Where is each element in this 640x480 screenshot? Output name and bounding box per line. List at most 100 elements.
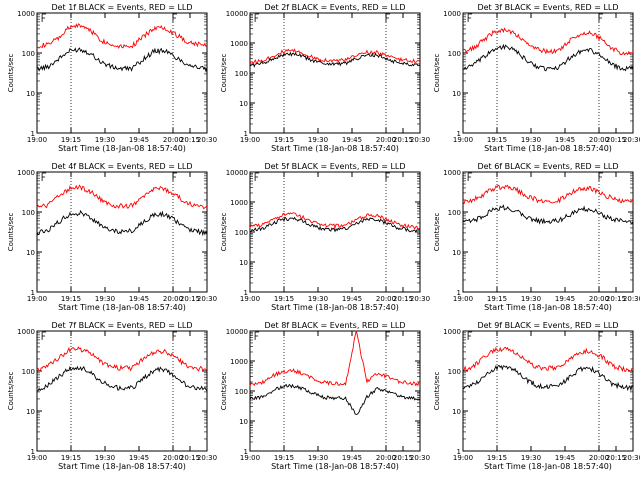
y-axis-label: Counts/sec bbox=[220, 372, 228, 411]
series-line-events bbox=[249, 383, 421, 415]
x-tick-label: 19:00 bbox=[240, 454, 260, 462]
y-tick-label: 1000 bbox=[443, 169, 461, 177]
marker-glyph bbox=[385, 331, 390, 340]
y-axis-label: Counts/sec bbox=[433, 372, 441, 411]
series-line-lld bbox=[249, 212, 421, 230]
y-tick-label: 1 bbox=[31, 448, 35, 456]
y-tick-label: 1000 bbox=[230, 358, 248, 366]
chart-panel: Det 3f BLACK = Events, RED = LLD 1 10 100 10… bbox=[433, 3, 640, 153]
y-axis-label: Counts/sec bbox=[433, 213, 441, 252]
chart-title: Det 7f BLACK = Events, RED = LLD bbox=[51, 321, 192, 330]
x-tick-label: 20:00 bbox=[376, 136, 396, 144]
y-tick-label: 10 bbox=[452, 408, 461, 416]
chart-title: Det 3f BLACK = Events, RED = LLD bbox=[477, 3, 618, 12]
series-line-lld bbox=[462, 184, 634, 205]
x-tick-label: 19:30 bbox=[308, 454, 328, 462]
x-tick-label: 20:30 bbox=[410, 136, 430, 144]
x-tick-label: 19:15 bbox=[487, 136, 507, 144]
x-tick-label: 20:15 bbox=[180, 136, 200, 144]
y-axis-label: Counts/sec bbox=[220, 213, 228, 252]
y-tick-label: 1 bbox=[244, 130, 248, 138]
marker-glyph bbox=[467, 172, 473, 181]
y-tick-label: 1 bbox=[31, 289, 35, 297]
x-tick-label: 19:30 bbox=[95, 295, 115, 303]
x-tick-label: 20:00 bbox=[376, 454, 396, 462]
x-tick-label: 19:30 bbox=[95, 136, 115, 144]
marker-glyph bbox=[598, 13, 603, 22]
x-tick-label: 19:45 bbox=[555, 136, 575, 144]
marker-glyph bbox=[41, 172, 47, 181]
x-tick-label: 19:45 bbox=[342, 136, 362, 144]
series-line-lld bbox=[462, 27, 634, 56]
y-tick-label: 10 bbox=[452, 249, 461, 257]
chart-panel: Det 2f BLACK = Events, RED = LLD 1 10 100 10… bbox=[220, 3, 430, 153]
x-tick-label: 19:45 bbox=[129, 295, 149, 303]
marker-glyph bbox=[254, 172, 260, 181]
x-tick-label: 20:15 bbox=[393, 454, 413, 462]
series-line-events bbox=[36, 209, 208, 237]
x-tick-label: 20:15 bbox=[393, 136, 413, 144]
chart-panel: Det 8f BLACK = Events, RED = LLD 1 10 100 10… bbox=[220, 321, 430, 471]
x-tick-label: 19:45 bbox=[129, 454, 149, 462]
y-tick-label: 10 bbox=[26, 249, 35, 257]
x-tick-label: 20:15 bbox=[606, 136, 626, 144]
x-tick-label: 20:00 bbox=[589, 295, 609, 303]
plot-frame bbox=[36, 171, 208, 293]
y-tick-label: 10000 bbox=[226, 169, 248, 177]
x-tick-label: 19:45 bbox=[129, 136, 149, 144]
x-tick-label: 20:15 bbox=[180, 295, 200, 303]
series-line-lld bbox=[462, 346, 634, 373]
x-tick-label: 20:30 bbox=[410, 295, 430, 303]
y-tick-label: 1 bbox=[244, 448, 248, 456]
chart-title: Det 5f BLACK = Events, RED = LLD bbox=[264, 162, 405, 171]
chart-panel: Det 4f BLACK = Events, RED = LLD 1 10 100 10… bbox=[7, 162, 217, 312]
chart-title: Det 8f BLACK = Events, RED = LLD bbox=[264, 321, 405, 330]
y-tick-label: 10 bbox=[239, 259, 248, 267]
y-tick-label: 10 bbox=[239, 100, 248, 108]
y-axis-label: Counts/sec bbox=[220, 54, 228, 93]
series-line-events bbox=[249, 216, 421, 233]
x-tick-label: 19:45 bbox=[342, 454, 362, 462]
x-tick-label: 20:00 bbox=[163, 295, 183, 303]
x-tick-label: 19:15 bbox=[274, 295, 294, 303]
x-axis-label: Start Time (18-Jan-08 18:57:40) bbox=[271, 303, 399, 312]
x-tick-label: 19:45 bbox=[555, 454, 575, 462]
y-tick-label: 1000 bbox=[230, 199, 248, 207]
marker-glyph bbox=[385, 13, 390, 22]
marker-glyph bbox=[598, 331, 603, 340]
x-tick-label: 20:30 bbox=[623, 454, 640, 462]
chart-title: Det 2f BLACK = Events, RED = LLD bbox=[264, 3, 405, 12]
x-tick-label: 19:15 bbox=[274, 136, 294, 144]
y-tick-label: 10000 bbox=[226, 10, 248, 18]
y-tick-label: 1 bbox=[244, 289, 248, 297]
x-tick-label: 19:00 bbox=[27, 136, 47, 144]
x-tick-label: 19:30 bbox=[521, 295, 541, 303]
y-tick-label: 1 bbox=[457, 289, 461, 297]
y-tick-label: 1000 bbox=[17, 328, 35, 336]
x-tick-label: 19:30 bbox=[521, 454, 541, 462]
x-tick-label: 19:45 bbox=[342, 295, 362, 303]
y-axis-label: Counts/sec bbox=[433, 54, 441, 93]
y-tick-label: 10 bbox=[452, 90, 461, 98]
x-axis-label: Start Time (18-Jan-08 18:57:40) bbox=[58, 144, 186, 153]
marker-glyph bbox=[385, 172, 390, 181]
series-line-lld bbox=[249, 48, 421, 64]
x-tick-label: 19:00 bbox=[453, 295, 473, 303]
series-line-events bbox=[36, 365, 208, 392]
chart-title: Det 6f BLACK = Events, RED = LLD bbox=[477, 162, 618, 171]
series-line-lld bbox=[249, 330, 421, 387]
marker-glyph bbox=[254, 13, 260, 22]
x-tick-label: 20:00 bbox=[163, 136, 183, 144]
y-tick-label: 1 bbox=[31, 130, 35, 138]
x-tick-label: 20:00 bbox=[589, 454, 609, 462]
y-tick-label: 1 bbox=[457, 130, 461, 138]
plot-frame bbox=[249, 330, 421, 452]
series-line-events bbox=[462, 43, 634, 72]
y-tick-label: 100 bbox=[22, 209, 35, 217]
x-tick-label: 20:30 bbox=[410, 454, 430, 462]
chart-title: Det 9f BLACK = Events, RED = LLD bbox=[477, 321, 618, 330]
x-axis-label: Start Time (18-Jan-08 18:57:40) bbox=[484, 303, 612, 312]
x-tick-label: 20:30 bbox=[197, 295, 217, 303]
x-tick-label: 19:15 bbox=[61, 136, 81, 144]
